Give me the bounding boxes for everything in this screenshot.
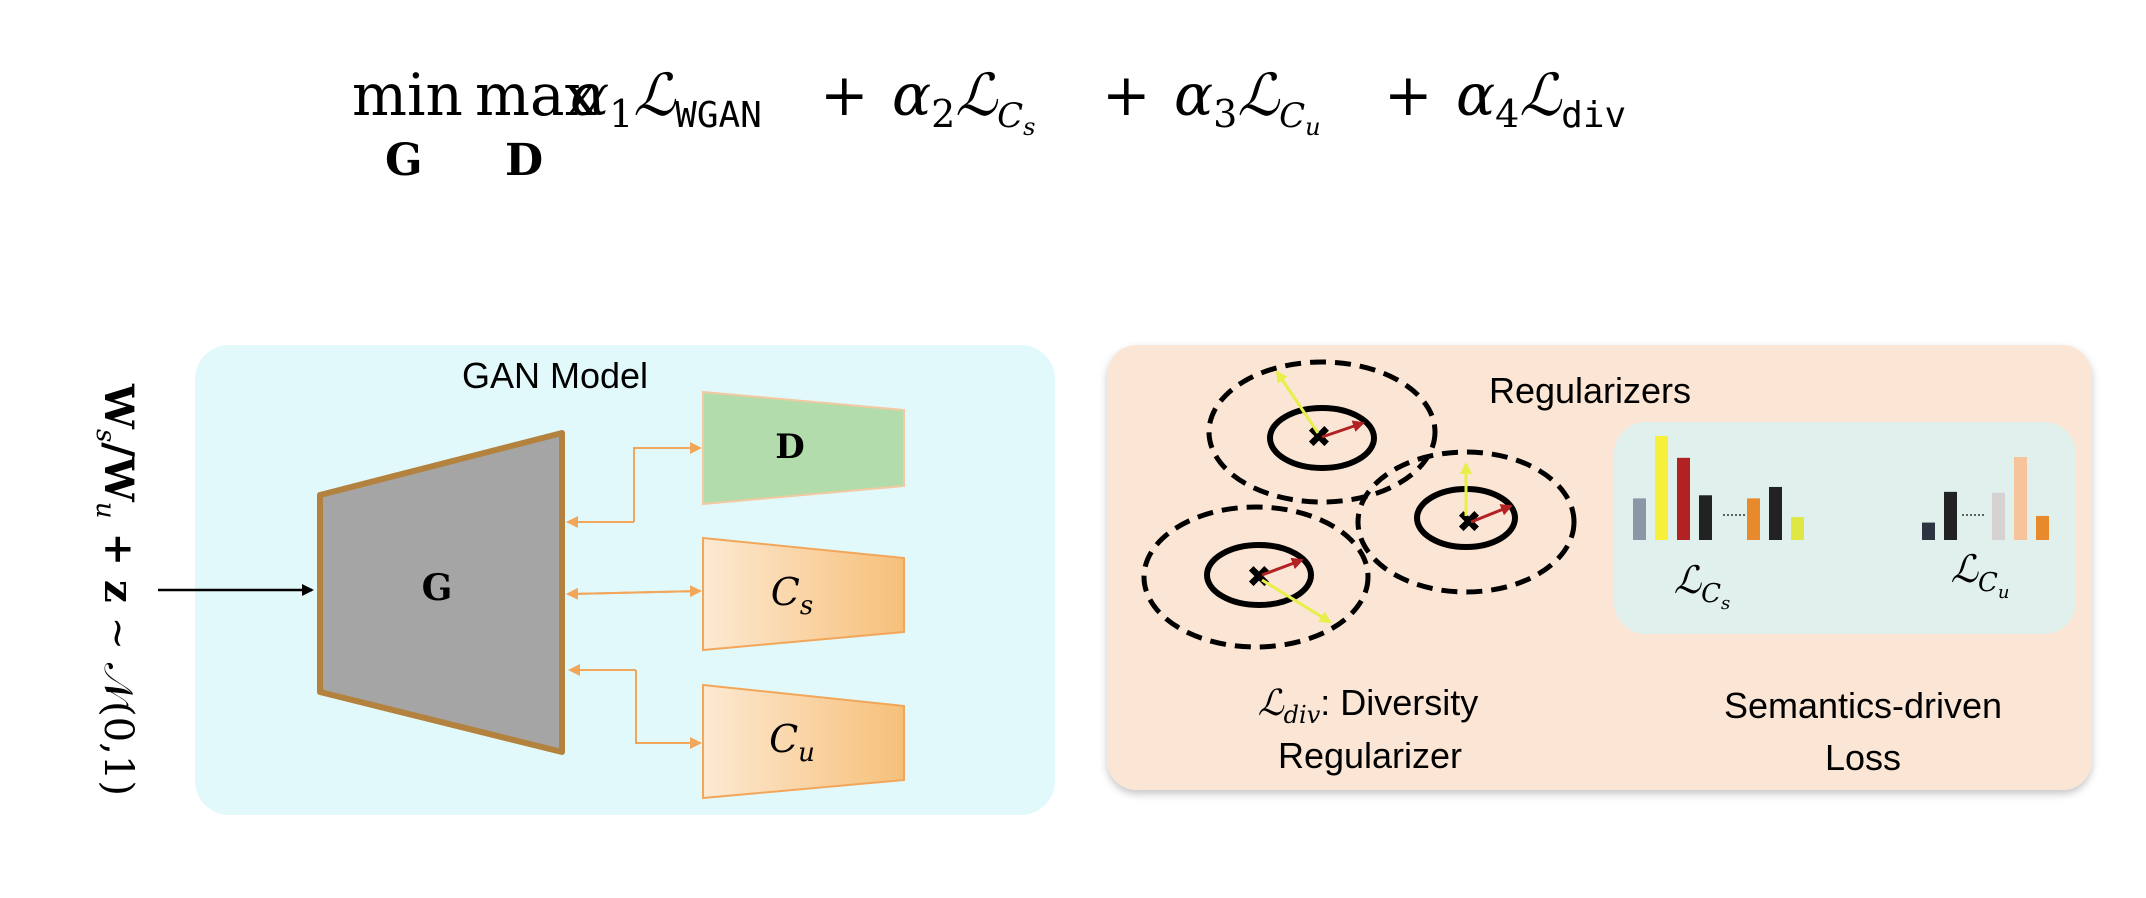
- seen-class-bars: [1633, 436, 1804, 540]
- min-subscript: G: [385, 135, 423, 185]
- bar: [1747, 498, 1760, 540]
- classifier-seen-label: Cs: [771, 570, 813, 621]
- max-operator: max: [475, 61, 597, 129]
- formula-term-3: α3ℒCu: [1174, 61, 1321, 141]
- cluster-center-2: ✖: [1456, 505, 1481, 540]
- input-w-s: W: [95, 383, 142, 430]
- bar: [1791, 517, 1804, 540]
- formula-terms: α1ℒWGAN + α2ℒCs + α3ℒCu + α4ℒdiv: [570, 61, 1626, 141]
- formula-term-4: α4ℒdiv: [1456, 61, 1626, 136]
- formula-plus: +: [1102, 61, 1151, 129]
- bar: [1922, 522, 1935, 540]
- cluster-center-3: ✖: [1246, 560, 1271, 595]
- formula-term-1: α1ℒWGAN: [570, 61, 762, 136]
- diversity-clusters: ✖ ✖ ✖: [1141, 359, 1577, 650]
- diversity-caption-line1: ℒdiv: Diversity: [1258, 682, 1479, 729]
- regularizer-panel-title: Regularizers: [1489, 370, 1691, 411]
- gan-connectors: [566, 442, 702, 749]
- semantic-caption-line2: Loss: [1825, 737, 1901, 778]
- formula-term-2: α2ℒCs: [892, 61, 1035, 141]
- bar: [1769, 486, 1782, 540]
- semantic-loss-box: [1614, 422, 2076, 634]
- bar: [2014, 457, 2027, 540]
- bar: [2036, 515, 2049, 540]
- formula-plus: +: [1384, 61, 1433, 129]
- objective-formula: min G max D α1ℒWGAN + α2ℒCs + α3ℒCu + α4ℒdiv: [352, 61, 1626, 185]
- generator-block: [317, 430, 565, 755]
- discriminator-block: [702, 390, 905, 506]
- formula-plus: +: [820, 61, 869, 129]
- svg-text:Ws/Wu + z ~ 𝒩(0,1): Ws/Wu + z ~ 𝒩(0,1): [90, 383, 142, 796]
- discriminator-label: D: [775, 427, 804, 467]
- loss-unseen-label: ℒCu: [1951, 547, 2010, 603]
- generator-label: G: [422, 567, 453, 609]
- max-subscript: D: [505, 135, 543, 185]
- min-operator: min: [352, 61, 463, 129]
- bar: [1944, 491, 1957, 540]
- loss-seen-label: ℒCs: [1674, 558, 1731, 614]
- classifier-unseen-block: [702, 683, 905, 800]
- bar: [1655, 436, 1668, 540]
- diversity-caption-line2: Regularizer: [1278, 735, 1462, 776]
- cluster-center-1: ✖: [1306, 420, 1331, 455]
- bar: [1992, 492, 2005, 540]
- unseen-class-bars: [1922, 457, 2049, 540]
- classifier-seen-block: [702, 536, 905, 652]
- bar: [1699, 495, 1712, 540]
- classifier-unseen-label: Cu: [769, 717, 815, 768]
- semantic-caption-line1: Semantics-driven: [1724, 685, 2002, 726]
- gan-panel-title: GAN Model: [462, 355, 648, 396]
- bar: [1677, 457, 1690, 540]
- bar: [1633, 498, 1646, 540]
- input-noise-label: Ws/Wu + z ~ 𝒩(0,1): [90, 383, 142, 796]
